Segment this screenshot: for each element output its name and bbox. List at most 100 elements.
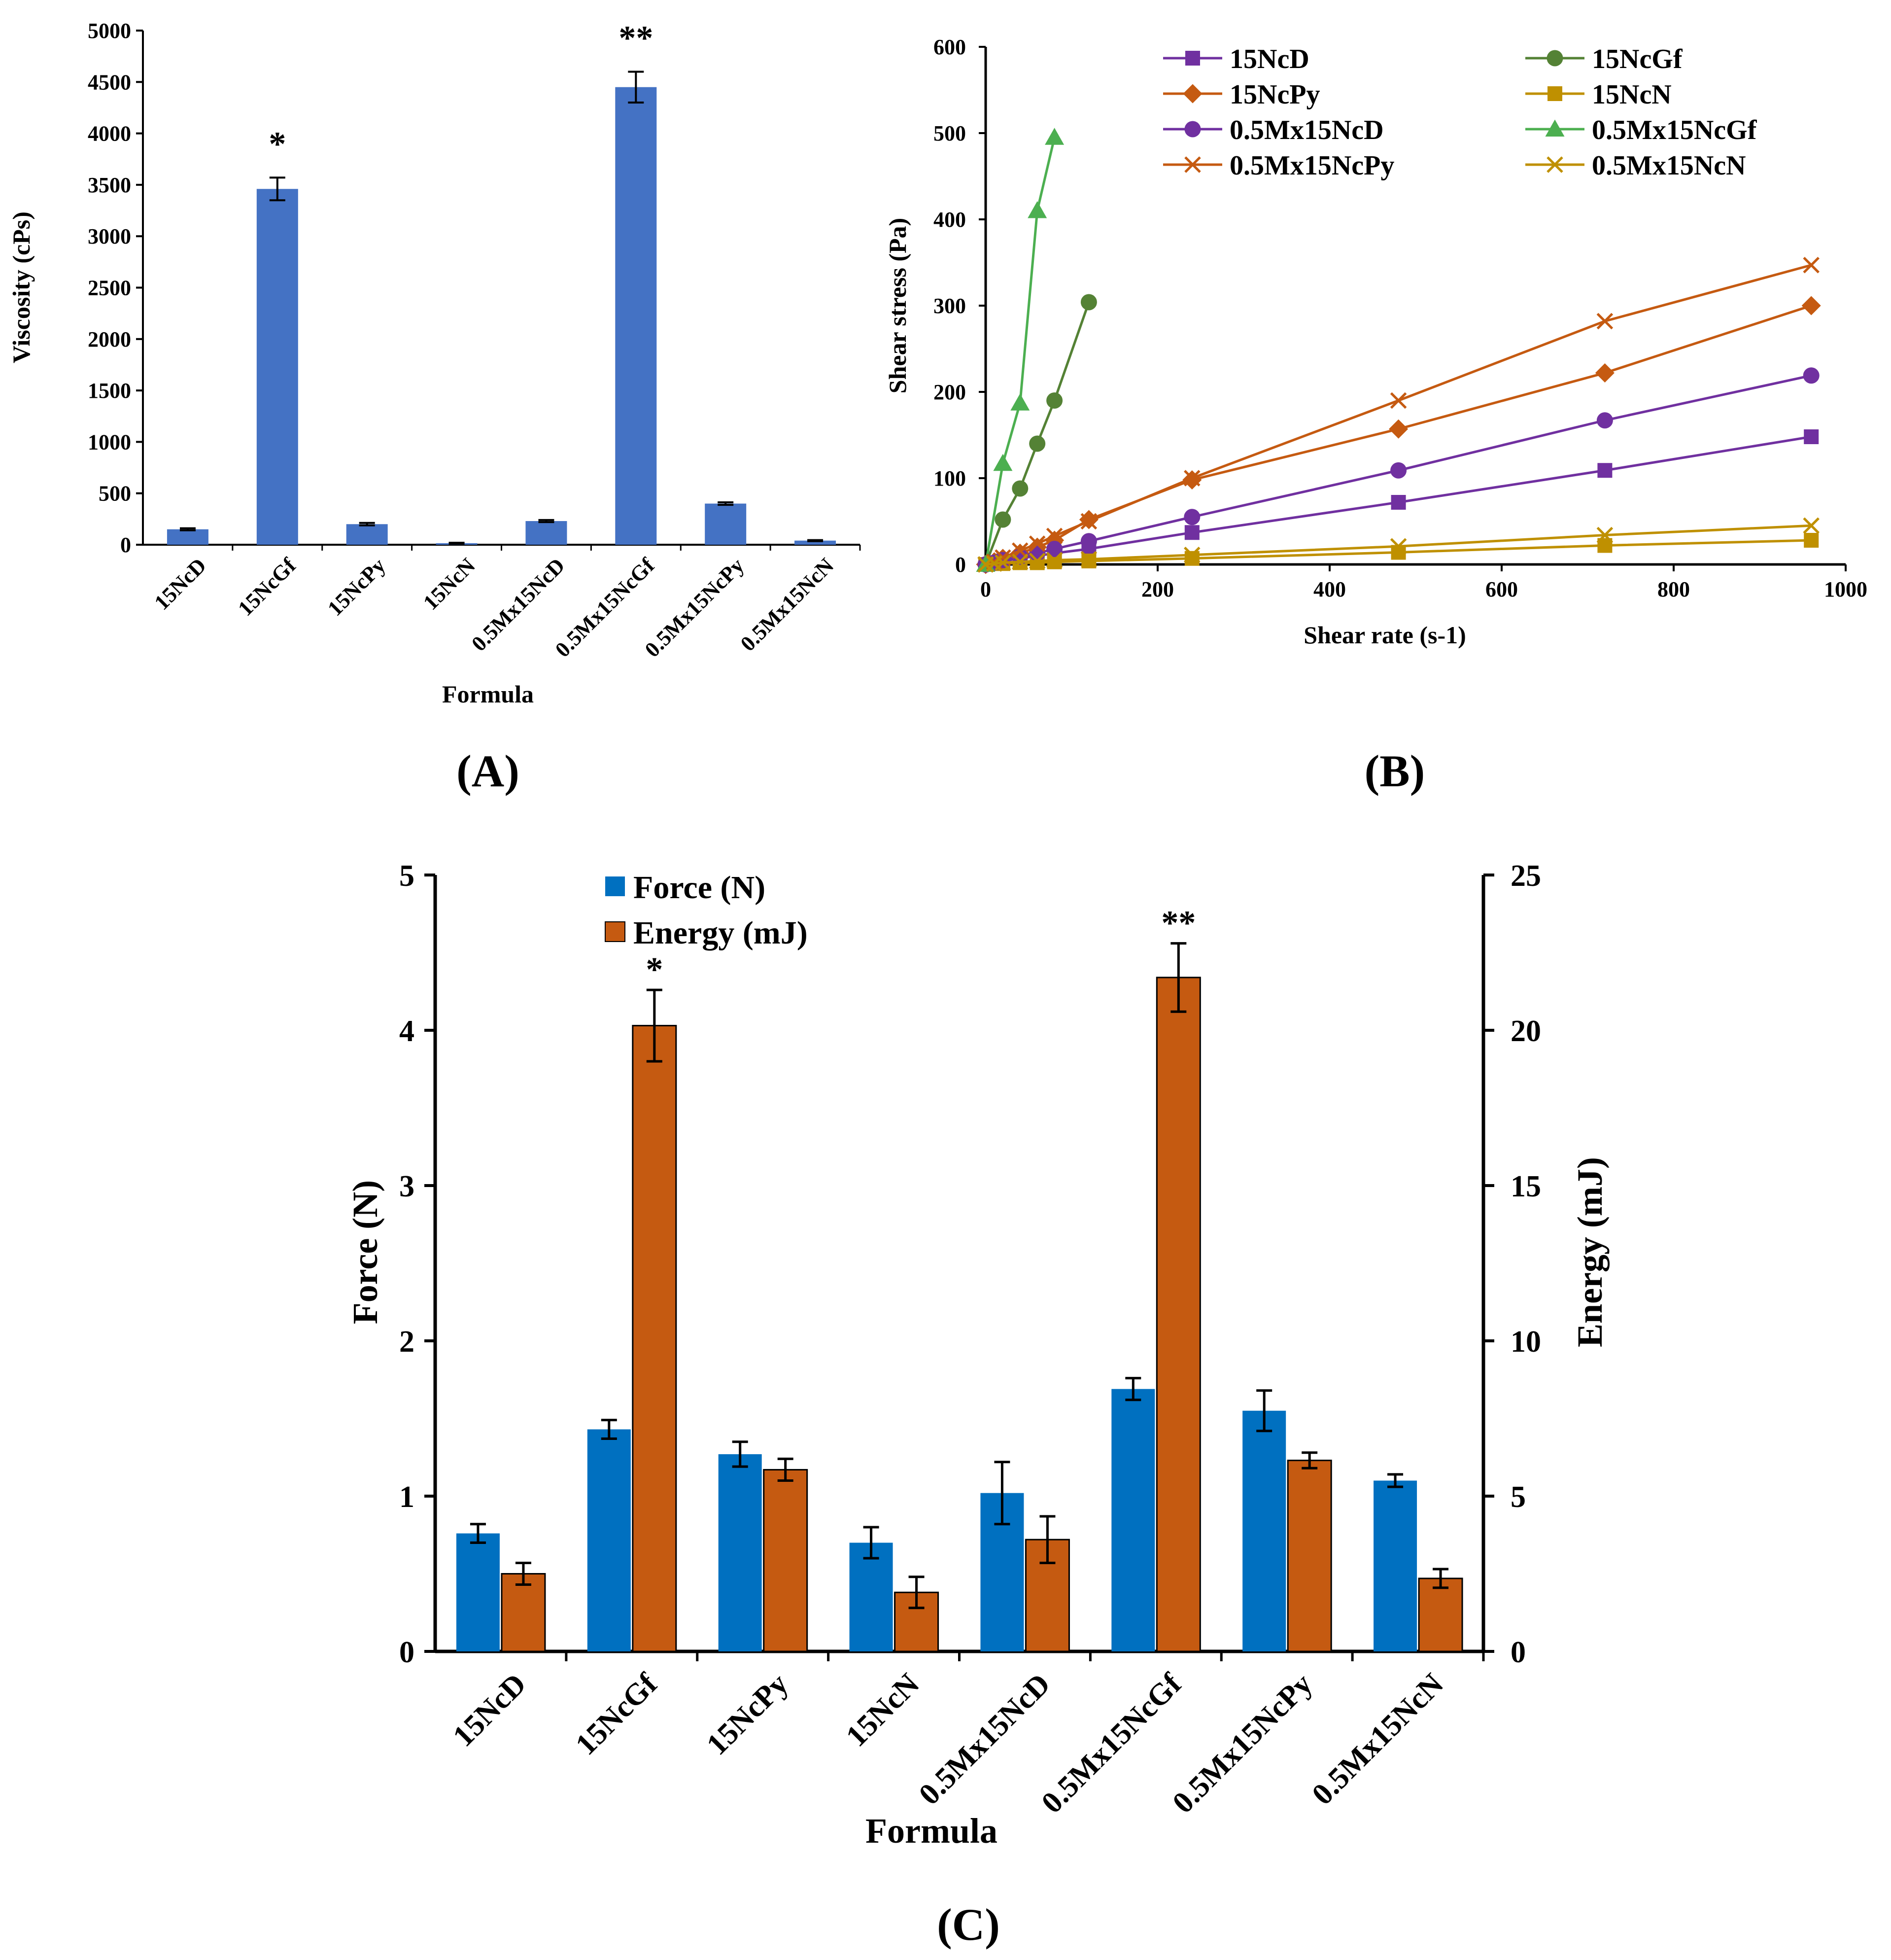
significance-marker: **	[1161, 905, 1196, 943]
marker-x	[1547, 156, 1563, 173]
energy-bar-0-5mx15ncpy	[1287, 1460, 1332, 1652]
panel-label-c: (C)	[937, 1899, 1000, 1950]
y-tick-label: 5000	[88, 19, 131, 43]
y-tick-label: 1500	[88, 379, 131, 403]
marker-x	[1390, 538, 1407, 555]
marker-x	[1184, 156, 1201, 173]
y-tick-label: 1000	[88, 430, 131, 454]
marker-triangle	[1545, 119, 1565, 137]
marker-square	[1597, 463, 1613, 478]
marker-triangle	[1045, 128, 1065, 145]
x-tick-label: 600	[1485, 577, 1518, 601]
force-bar-15ncn	[849, 1542, 893, 1651]
x-tick-label: 0.5Mx15NcPy	[1166, 1667, 1319, 1820]
x-tick-label: 15NcPy	[323, 553, 390, 621]
energy-bar-15ncd	[501, 1573, 546, 1652]
marker-x	[1012, 553, 1029, 570]
right-y-tick-label: 25	[1511, 859, 1541, 893]
marker-square	[1804, 429, 1819, 444]
marker-x	[995, 554, 1011, 571]
marker-circle	[1596, 412, 1613, 429]
marker-triangle	[993, 454, 1013, 471]
marker-circle	[1046, 392, 1063, 409]
marker-x	[1803, 256, 1820, 274]
energy-bar-0-5mx15ncgf	[1156, 977, 1201, 1652]
x-tick-label: 15NcD	[447, 1667, 533, 1753]
x-tick-label: 15NcGf	[233, 553, 301, 621]
series-line-0-5mx15ncpy	[985, 264, 1812, 566]
panel-label-a: (A)	[456, 746, 519, 796]
panel-label-b: (B)	[1365, 746, 1425, 796]
left-y-tick-label: 0	[399, 1636, 414, 1669]
x-tick-label: 400	[1313, 577, 1346, 601]
marker-circle	[1046, 541, 1063, 557]
x-tick-label: 200	[1141, 577, 1174, 601]
x-tick-label: 0.5Mx15NcN	[736, 553, 838, 656]
x-tick-label: 15NcD	[149, 553, 211, 615]
right-y-tick-label: 15	[1511, 1170, 1541, 1203]
y-tick-label: 100	[933, 466, 966, 490]
marker-circle	[1080, 533, 1097, 550]
force-bar-0-5mx15ncgf	[1111, 1389, 1155, 1651]
shear-stress-line-chart: 0 100 200 300 400 500 600 0 200 400 600 800 1000 15Nc…	[884, 35, 1867, 649]
marker-circle	[1547, 50, 1563, 67]
bar-0-5mx15ncn	[794, 540, 836, 545]
y-tick-label: 3000	[88, 224, 131, 248]
marker-square	[1391, 495, 1406, 510]
marker-x	[1390, 392, 1407, 409]
legend-label-0-5mx15ncpy: 0.5Mx15NcPy	[1230, 150, 1394, 181]
y-axis-label: Viscosity (cPs)	[7, 211, 35, 363]
marker-circle	[1390, 462, 1407, 479]
marker-circle	[1184, 509, 1201, 525]
legend-label-15ncgf: 15NcGf	[1592, 44, 1683, 74]
legend-label-15ncn: 15NcN	[1592, 79, 1672, 110]
left-y-tick-label: 3	[399, 1170, 414, 1203]
marker-circle	[1029, 435, 1046, 452]
force-bar-15ncd	[456, 1533, 500, 1651]
right-y-tick-label: 0	[1511, 1636, 1526, 1669]
marker-x	[1184, 470, 1201, 487]
y-tick-label: 400	[933, 208, 966, 232]
series-line-0-5mx15ncgf	[984, 137, 1056, 565]
left-y-tick-label: 4	[399, 1015, 414, 1048]
significance-marker: *	[269, 125, 286, 163]
bar-0-5mx15ncd	[525, 521, 567, 545]
bar-0-5mx15ncpy	[705, 503, 747, 545]
marker-diamond	[1183, 84, 1203, 104]
marker-triangle	[1028, 201, 1047, 218]
legend-label-energy: Energy (mJ)	[633, 915, 808, 951]
y-tick-label: 4000	[88, 122, 131, 146]
y-tick-label: 200	[933, 380, 966, 404]
significance-marker: *	[646, 951, 663, 989]
energy-bar-0-5mx15ncn	[1418, 1577, 1463, 1652]
left-y-axis-label: Force (N)	[345, 1180, 385, 1325]
x-tick-label: 1000	[1824, 577, 1867, 601]
marker-x	[1080, 513, 1098, 530]
y-tick-label: 600	[933, 35, 966, 59]
significance-marker: **	[619, 19, 653, 57]
right-y-tick-label: 10	[1511, 1325, 1541, 1359]
marker-x	[1596, 313, 1614, 330]
marker-x	[1803, 517, 1820, 534]
y-tick-label: 500	[99, 482, 131, 506]
y-tick-label: 4500	[88, 70, 131, 94]
force-bar-15ncgf	[587, 1429, 631, 1651]
x-tick-label: 15NcGf	[569, 1667, 664, 1762]
marker-x	[1029, 535, 1046, 552]
y-axis-label: Shear stress (Pa)	[884, 218, 911, 393]
marker-circle	[1012, 480, 1029, 497]
force-bar-0-5mx15ncn	[1374, 1480, 1417, 1651]
bar-15ncgf	[256, 189, 298, 545]
x-axis-label: Formula	[865, 1811, 997, 1851]
legend-label-0-5mx15ncd: 0.5Mx15NcD	[1230, 115, 1384, 145]
left-y-tick-label: 5	[399, 859, 414, 893]
y-tick-label: 300	[933, 294, 966, 318]
marker-triangle	[1010, 393, 1030, 411]
marker-square	[1804, 533, 1819, 548]
marker-circle	[1029, 545, 1046, 561]
x-tick-label: 15NcN	[840, 1667, 926, 1753]
marker-diamond	[1595, 363, 1615, 383]
right-y-axis-label: Energy (mJ)	[1570, 1157, 1610, 1347]
legend-label-force: Force (N)	[633, 870, 765, 906]
